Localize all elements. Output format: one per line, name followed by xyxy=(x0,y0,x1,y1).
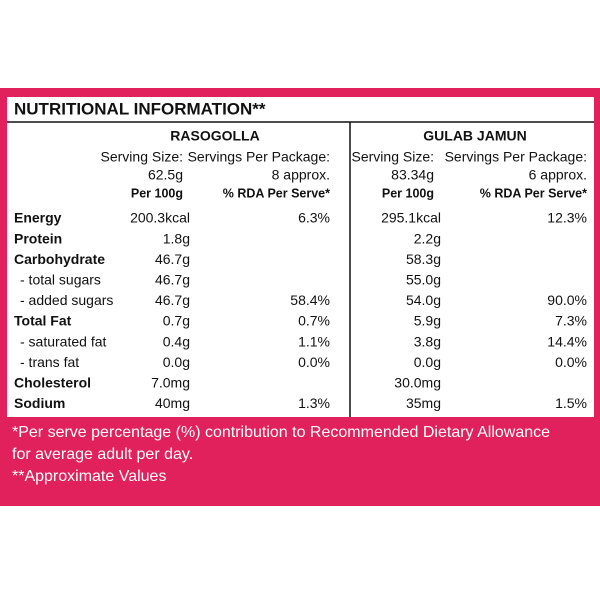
per100-value: 0.0g xyxy=(414,354,441,370)
table-box xyxy=(7,97,594,417)
per100-value: 35mg xyxy=(406,395,441,411)
per100-value: 295.1kcal xyxy=(381,210,441,226)
per100-value: 46.7g xyxy=(155,251,190,267)
per100-value: 40mg xyxy=(155,395,190,411)
serving-size: 83.34g xyxy=(391,167,434,183)
serving-size-label: Serving Size: xyxy=(352,149,434,165)
per100-value: 46.7g xyxy=(155,292,190,308)
nutrient-name: - total sugars xyxy=(20,272,101,288)
product-name: GULAB JAMUN xyxy=(423,128,526,144)
per100-value: 7.0mg xyxy=(151,375,190,391)
rda-value: 0.0% xyxy=(555,354,587,370)
rda-value: 1.1% xyxy=(298,333,330,349)
title: NUTRITIONAL INFORMATION** xyxy=(14,99,266,118)
product-name: RASOGOLLA xyxy=(170,128,259,144)
servings-label: Servings Per Package: xyxy=(445,149,587,165)
rda-value: 6.3% xyxy=(298,210,330,226)
rda-value: 90.0% xyxy=(547,292,587,308)
serving-size-label: Serving Size: xyxy=(101,149,183,165)
per100-value: 54.0g xyxy=(406,292,441,308)
rda-value: 1.3% xyxy=(298,395,330,411)
per100-label: Per 100g xyxy=(382,186,434,200)
rda-value: 1.5% xyxy=(555,395,587,411)
per100-value: 5.9g xyxy=(414,313,441,329)
per100-value: 0.7g xyxy=(163,313,190,329)
rda-label: % RDA Per Serve* xyxy=(223,186,330,200)
per100-value: 55.0g xyxy=(406,272,441,288)
rda-value: 14.4% xyxy=(547,333,587,349)
per100-label: Per 100g xyxy=(131,186,183,200)
rda-label: % RDA Per Serve* xyxy=(480,186,587,200)
nutrient-name: Carbohydrate xyxy=(14,251,105,267)
per100-value: 1.8g xyxy=(163,230,190,246)
per100-value: 46.7g xyxy=(155,272,190,288)
servings-label: Servings Per Package: xyxy=(188,149,330,165)
rda-value: 0.7% xyxy=(298,313,330,329)
nutrient-name: Energy xyxy=(14,210,62,226)
per100-value: 2.2g xyxy=(414,230,441,246)
nutrient-name: - trans fat xyxy=(20,354,79,370)
footnote: for average adult per day. xyxy=(12,446,193,463)
per100-value: 0.0g xyxy=(163,354,190,370)
per100-value: 200.3kcal xyxy=(130,210,190,226)
nutrient-name: - added sugars xyxy=(20,292,113,308)
rda-value: 7.3% xyxy=(555,313,587,329)
per100-value: 0.4g xyxy=(163,333,190,349)
servings: 6 approx. xyxy=(529,167,587,183)
nutrient-name: Cholesterol xyxy=(14,375,91,391)
nutrient-name: Total Fat xyxy=(14,313,72,329)
per100-value: 3.8g xyxy=(414,333,441,349)
rda-value: 12.3% xyxy=(547,210,587,226)
footnote: *Per serve percentage (%) contribution t… xyxy=(12,424,550,441)
per100-value: 30.0mg xyxy=(394,375,441,391)
rda-value: 58.4% xyxy=(290,292,330,308)
per100-value: 58.3g xyxy=(406,251,441,267)
serving-size: 62.5g xyxy=(148,167,183,183)
footnote: **Approximate Values xyxy=(12,468,166,485)
servings: 8 approx. xyxy=(272,167,330,183)
nutrient-name: - saturated fat xyxy=(20,333,106,349)
nutrient-name: Sodium xyxy=(14,395,65,411)
nutrient-name: Protein xyxy=(14,230,62,246)
rda-value: 0.0% xyxy=(298,354,330,370)
